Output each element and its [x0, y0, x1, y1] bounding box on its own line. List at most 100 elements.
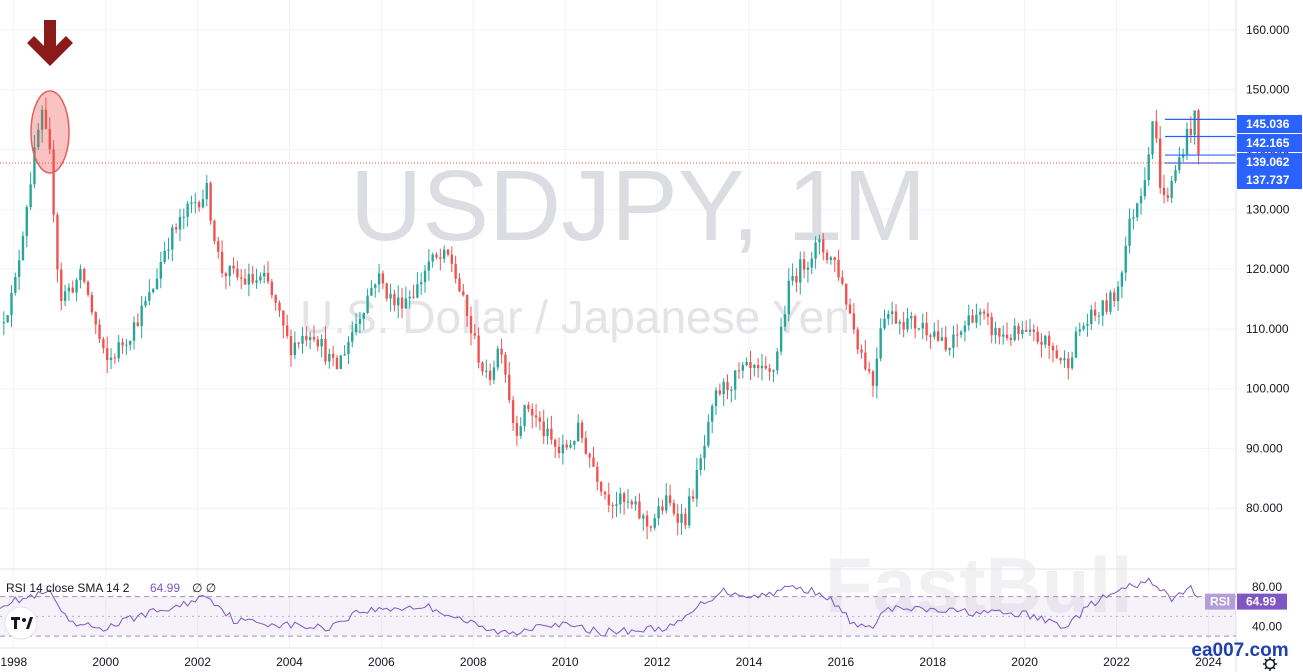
candle-body [442, 249, 446, 259]
candle [1185, 122, 1189, 161]
candle-body [1097, 315, 1101, 317]
candle-body [818, 239, 821, 243]
candle [986, 302, 990, 326]
candle [469, 306, 473, 346]
candle [316, 336, 319, 352]
down-arrow-icon [27, 20, 73, 66]
candle-body [1155, 121, 1158, 139]
candle-body [523, 405, 526, 427]
candle [1086, 313, 1089, 337]
candle [400, 288, 404, 319]
candle-body [906, 318, 909, 330]
candle-body [665, 495, 668, 511]
candle-body [86, 281, 90, 295]
candle-body [764, 365, 767, 369]
candle [565, 439, 568, 451]
candle-body [672, 503, 676, 514]
candle-body [902, 321, 905, 330]
candle-body [75, 280, 78, 293]
candle [810, 251, 813, 275]
price-tag: 145.036 [1237, 115, 1302, 133]
candle-body [289, 336, 293, 356]
candle-body [588, 453, 591, 458]
candle [362, 312, 365, 331]
candlestick-series [2, 97, 1200, 540]
candle-body [362, 312, 365, 319]
candle [764, 356, 767, 370]
candle [33, 134, 36, 189]
candle [554, 438, 557, 458]
candle [1040, 333, 1043, 358]
candle [1174, 165, 1177, 184]
candle [500, 338, 503, 364]
candle-body [504, 354, 507, 375]
candle-body [1105, 300, 1108, 312]
candle-body [810, 258, 813, 268]
candle [910, 311, 913, 329]
candle-body [182, 216, 185, 218]
candle [776, 348, 779, 375]
candle [408, 290, 411, 309]
candle [806, 261, 810, 283]
candle-body [718, 390, 722, 395]
candle [940, 327, 944, 342]
candle [224, 271, 228, 290]
candle [1143, 167, 1147, 200]
candle [504, 352, 507, 383]
candle-body [500, 348, 503, 355]
candle [718, 383, 722, 397]
candle-body [933, 331, 936, 337]
candle [1147, 147, 1150, 187]
candle [240, 269, 243, 290]
candle-body [519, 426, 522, 436]
candle [178, 208, 182, 242]
candle-body [645, 515, 649, 527]
candle-body [584, 438, 588, 454]
candle [56, 212, 59, 283]
candle-body [125, 344, 128, 346]
candle-body [113, 357, 117, 359]
candle-body [691, 496, 695, 499]
candle [527, 401, 530, 413]
candle-body [948, 347, 951, 350]
candle [1013, 318, 1016, 342]
candle-body [194, 202, 197, 204]
tradingview-logo[interactable] [4, 606, 38, 640]
candle [936, 319, 940, 342]
candle-body [136, 322, 140, 327]
candle [44, 97, 48, 130]
candle-body [1170, 180, 1173, 198]
candle-body [416, 284, 419, 298]
price-tick-label: 80.000 [1246, 501, 1283, 515]
rsi-tick-label: 40.00 [1252, 619, 1282, 633]
candle-body [217, 241, 220, 252]
candle-body [1136, 203, 1139, 218]
candle-body [542, 421, 545, 437]
rsi-value-box [1237, 593, 1287, 610]
candle [596, 461, 599, 491]
price-tick-label: 150.000 [1246, 83, 1290, 97]
candle-body [982, 311, 986, 314]
time-tick-label: 1998 [0, 655, 27, 669]
candle-body [351, 332, 354, 342]
settings-gear-icon[interactable] [1263, 657, 1277, 671]
candle [898, 319, 902, 335]
candle-body [339, 355, 342, 370]
highlight-ellipse [30, 90, 70, 174]
candle-body [1174, 170, 1177, 181]
candle-body [860, 349, 863, 353]
candle [515, 415, 519, 446]
candle-body [867, 369, 871, 372]
candle-body [722, 382, 725, 395]
candle [550, 415, 553, 445]
candle-body [711, 405, 714, 422]
candle-body [1024, 329, 1028, 332]
candle-body [67, 287, 71, 292]
candle [136, 313, 140, 327]
candle [871, 369, 875, 398]
candle [416, 272, 419, 299]
candle [17, 249, 21, 290]
candle-body [910, 316, 913, 319]
candle [511, 395, 515, 431]
candle [538, 410, 542, 431]
